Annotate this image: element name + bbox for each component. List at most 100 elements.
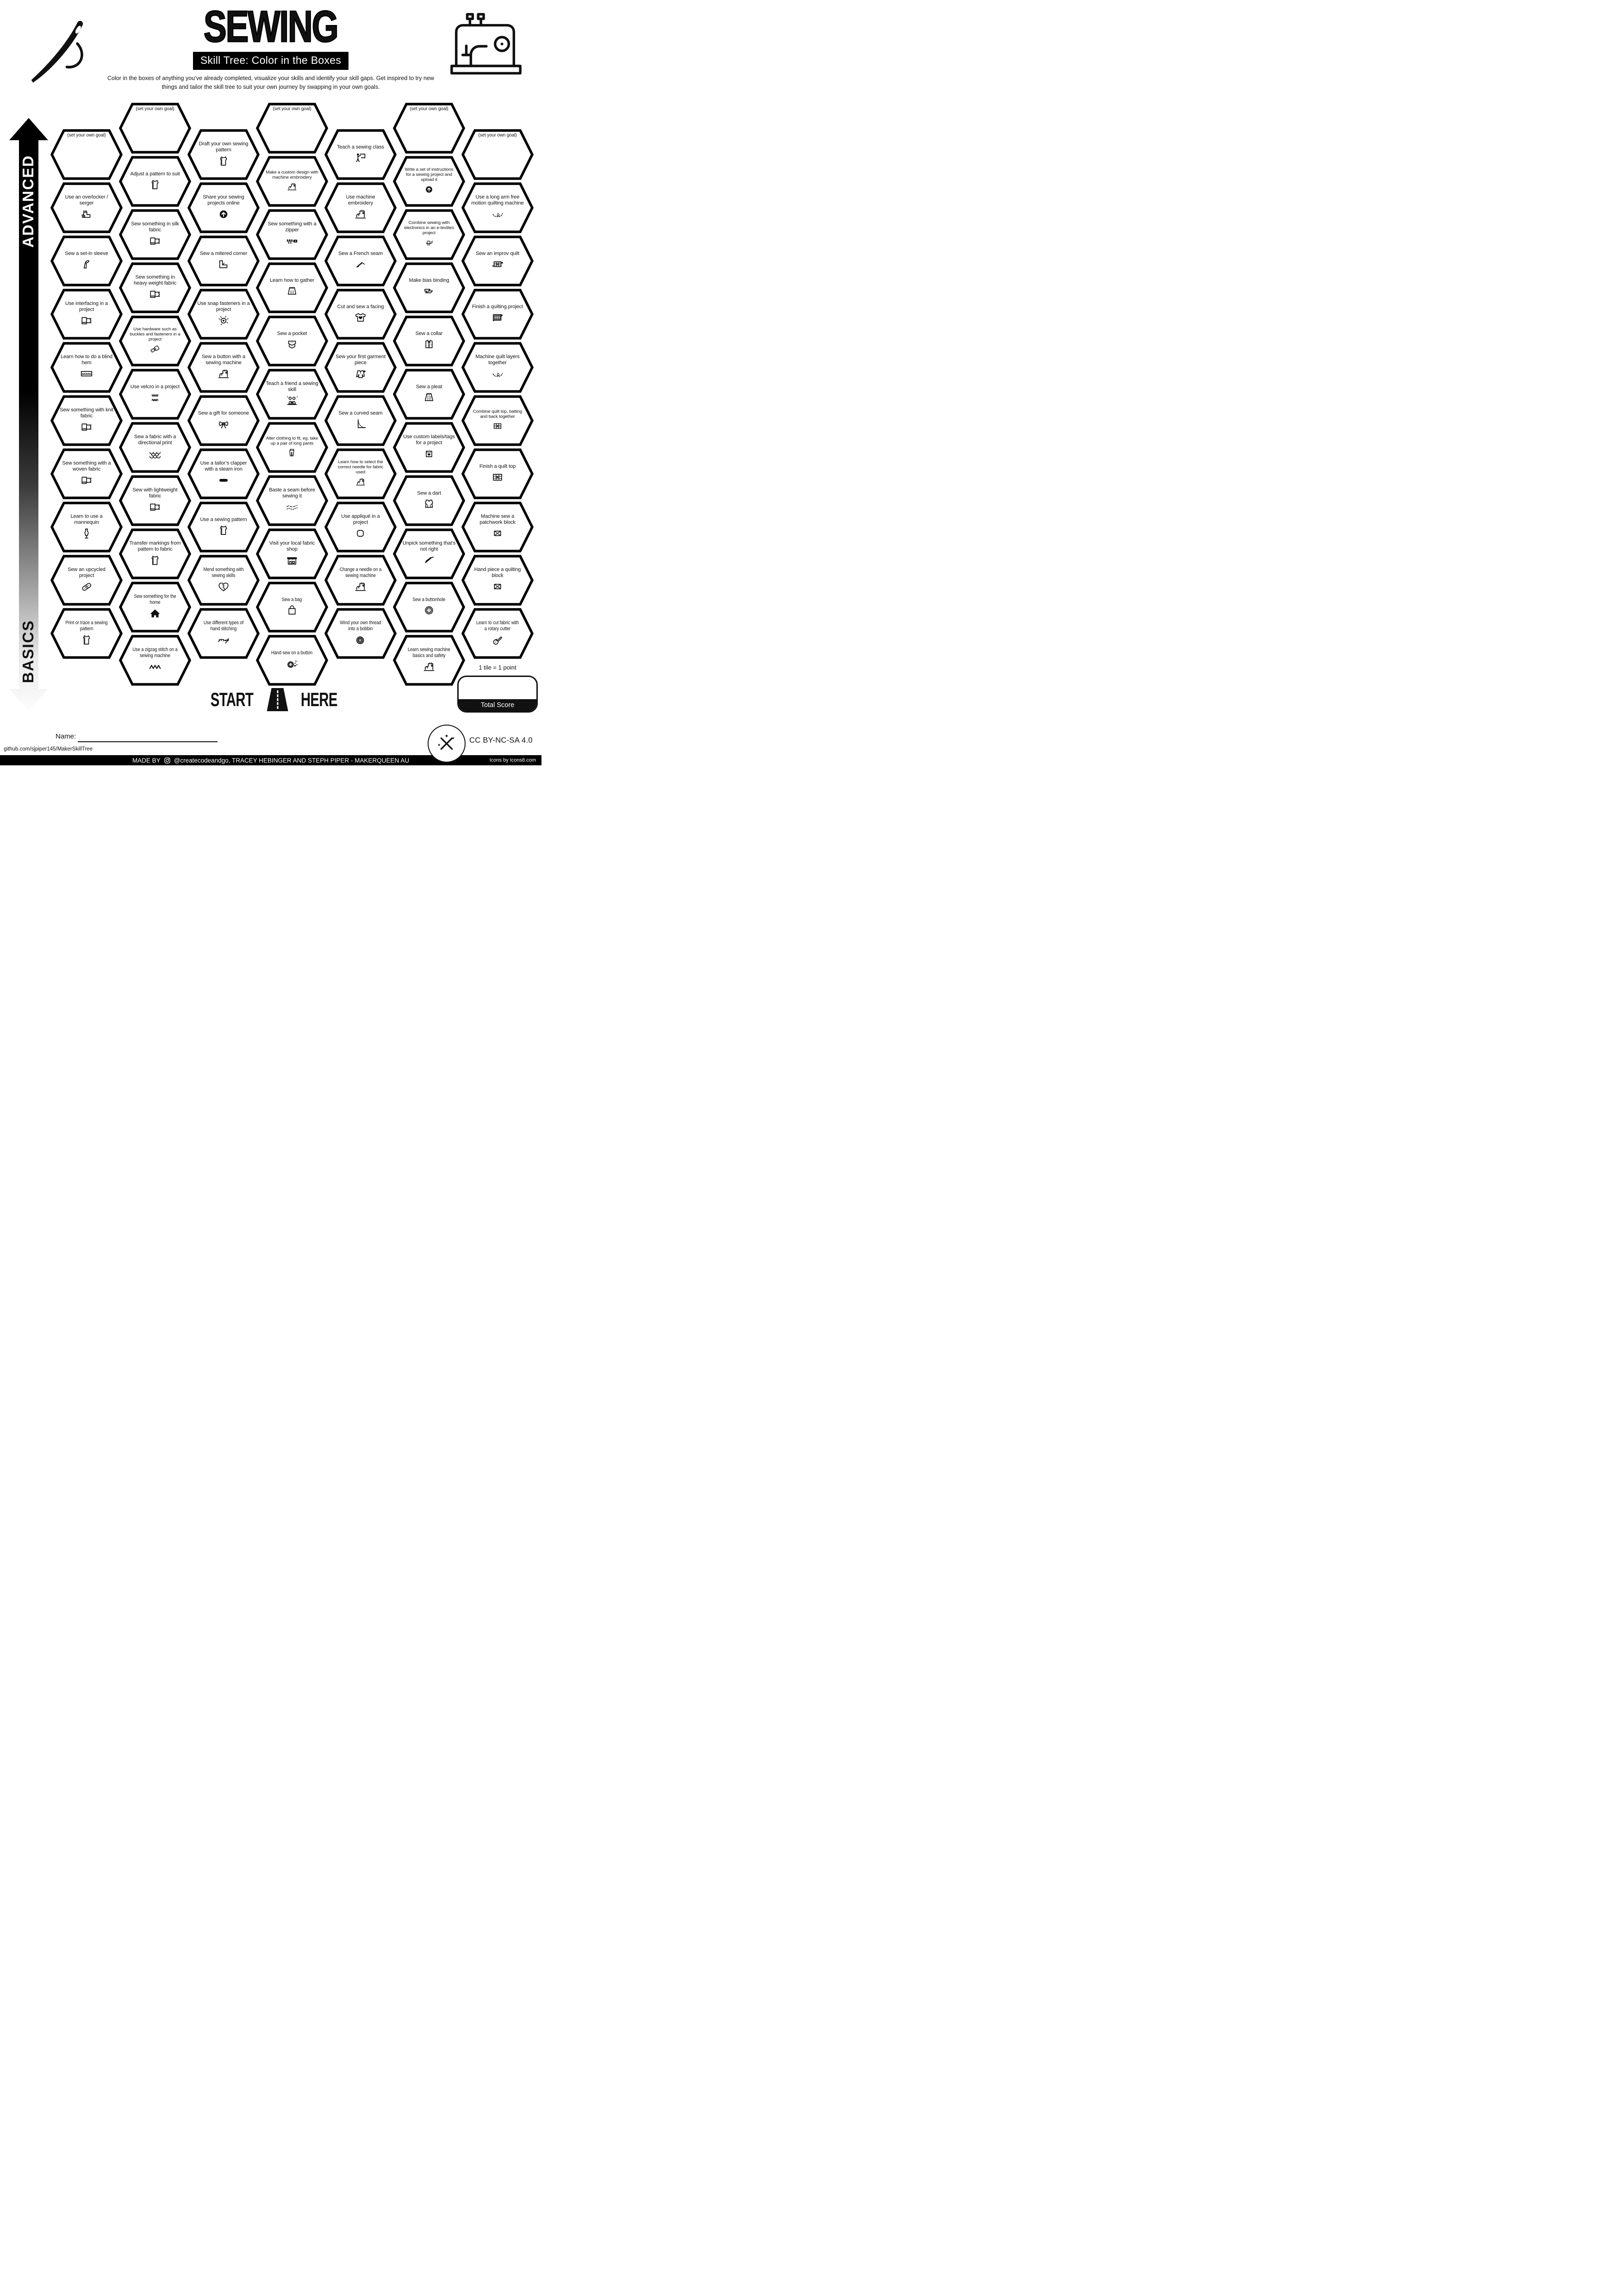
hex-outline: [119, 422, 191, 473]
hex-tile[interactable]: Sew an upcycled project: [50, 554, 123, 606]
hex-tile[interactable]: Learn how to do a blind hem: [50, 341, 123, 393]
hex-tile[interactable]: Cut and sew a facing: [324, 288, 397, 340]
hex-tile[interactable]: Sew something in silk fabric: [119, 209, 191, 261]
hex-tile[interactable]: Sew a mitered corner: [187, 235, 260, 287]
hex-tile[interactable]: Use a long arm free motion quilting mach…: [461, 182, 534, 234]
hex-tile[interactable]: Mend something with sewing skills: [187, 554, 260, 606]
hex-outline: [461, 448, 534, 499]
hex-tile[interactable]: Visit your local fabric shop: [256, 528, 328, 580]
hex-label: Sew an improv quilt: [475, 250, 520, 256]
name-input-line[interactable]: [78, 741, 218, 743]
hex-tile[interactable]: Machine sew a patchwork block: [461, 501, 534, 553]
hex-tile[interactable]: Unpick something that’s not right: [393, 528, 465, 580]
hex-tile[interactable]: Finish a quilting project: [461, 288, 534, 340]
hex-tile[interactable]: Use an overlocker / serger: [50, 182, 123, 234]
made-by-label: MADE BY: [132, 757, 161, 764]
hex-tile[interactable]: (set your own goal): [393, 102, 465, 154]
sewing-machine-icon: [352, 476, 369, 488]
hex-tile[interactable]: Hand piece a quilting block: [461, 554, 534, 606]
fabric-icon: [78, 314, 95, 328]
hex-tile[interactable]: Sew something with knit fabric: [50, 395, 123, 447]
french-seam-icon: [352, 257, 369, 271]
hex-tile[interactable]: Learn to use a mannequin: [50, 501, 123, 553]
hex-label: Sew a pocket: [277, 330, 307, 336]
hex-tile[interactable]: Draft your own sewing pattern: [187, 129, 260, 180]
hex-outline: [256, 528, 328, 579]
hex-tile[interactable]: Sew a curved seam: [324, 395, 397, 447]
hex-label: Sew a gift for someone: [198, 410, 249, 416]
hex-tile[interactable]: Sew something in heavy weight fabric: [119, 262, 191, 314]
hex-tile[interactable]: Sew with lightweight fabric: [119, 475, 191, 527]
hex-tile[interactable]: Adjust a pattern to suit: [119, 155, 191, 207]
hex-tile[interactable]: Sew a fabric with a directional print: [119, 422, 191, 473]
hex-tile[interactable]: Wind your own thread into a bobbin: [324, 608, 397, 659]
hex-tile[interactable]: Change a needle on a sewing machine: [324, 554, 397, 606]
fabric-icon: [147, 234, 163, 248]
fabric-icon: [147, 287, 163, 301]
hex-tile[interactable]: Sew your first garment piece: [324, 341, 397, 393]
hex-tile[interactable]: Sew an improv quilt: [461, 235, 534, 287]
hex-tile[interactable]: Use machine embroidery: [324, 182, 397, 234]
hex-tile[interactable]: Sew a dart: [393, 475, 465, 527]
hex-tile[interactable]: Combine sewing with electronics in an e-…: [393, 209, 465, 261]
hex-tile[interactable]: Sew a pleat: [393, 368, 465, 420]
hex-tile[interactable]: Teach a friend a sewing skill: [256, 368, 328, 420]
hex-tile[interactable]: Sew a set-in sleeve: [50, 235, 123, 287]
hex-tile[interactable]: Use velcro in a project: [119, 368, 191, 420]
hex-tile[interactable]: Baste a seam before sewing it: [256, 475, 328, 527]
hex-tile[interactable]: (set your own goal): [119, 102, 191, 154]
hex-tile[interactable]: Learn how to select the correct needle f…: [324, 448, 397, 500]
hex-tile[interactable]: Use snap fasteners in a project: [187, 288, 260, 340]
block-x-icon: [489, 580, 506, 594]
hex-outline: [256, 475, 328, 526]
hex-tile[interactable]: Sew a gift for someone: [187, 395, 260, 447]
hex-tile[interactable]: Machine quilt layers together: [461, 341, 534, 393]
hex-tile[interactable]: (set your own goal): [461, 129, 534, 180]
hex-tile[interactable]: Use a zigzag stitch on a sewing machine: [119, 634, 191, 686]
hex-tile[interactable]: Use a sewing pattern: [187, 501, 260, 553]
hex-tile[interactable]: Make a custom design with machine embroi…: [256, 155, 328, 207]
hex-tile[interactable]: Hand sew on a button: [256, 634, 328, 686]
hex-tile[interactable]: Alter clothing to fit, eg. take up a pai…: [256, 422, 328, 473]
hex-tile[interactable]: Use hardware such as buckles and fastene…: [119, 315, 191, 367]
hex-tile[interactable]: Learn to cut fabric with a rotary cutter: [461, 608, 534, 659]
hex-tile[interactable]: Sew a bag: [256, 581, 328, 633]
hex-tile[interactable]: (set your own goal): [256, 102, 328, 154]
hex-tile[interactable]: Combine quilt top, batting and back toge…: [461, 395, 534, 447]
hex-tile[interactable]: Teach a sewing class: [324, 129, 397, 180]
hex-tile[interactable]: Write a set of instructions for a sewing…: [393, 155, 465, 207]
hex-label: Use snap fasteners in a project: [197, 301, 250, 312]
hex-tile[interactable]: Sew a French seam: [324, 235, 397, 287]
hex-tile[interactable]: (set your own goal): [50, 129, 123, 180]
hex-tile[interactable]: Use different types of hand stitching: [187, 608, 260, 659]
hex-tile[interactable]: Learn sewing machine basics and safety: [393, 634, 465, 686]
total-score-box[interactable]: Total Score: [457, 676, 538, 713]
hex-tile[interactable]: Sew a collar: [393, 315, 465, 367]
hex-tile[interactable]: Finish a quilt top: [461, 448, 534, 500]
hex-outline: [50, 608, 123, 659]
hex-outline: [461, 129, 534, 180]
hex-tile[interactable]: Learn how to gather: [256, 262, 328, 314]
hex-outline: [324, 236, 397, 286]
hex-label: Hand piece a quilting block: [474, 567, 521, 578]
hex-tile[interactable]: Transfer markings from pattern to fabric: [119, 528, 191, 580]
hex-tile[interactable]: Print or trace a sewing pattern: [50, 608, 123, 659]
friends-icon: [284, 394, 300, 408]
hex-tile[interactable]: Sew something for the home: [119, 581, 191, 633]
page-subtitle: Skill Tree: Color in the Boxes: [193, 52, 349, 70]
hex-tile[interactable]: Sew a button with a sewing machine: [187, 341, 260, 393]
hex-tile[interactable]: Sew a buttonhole: [393, 581, 465, 633]
hex-tile[interactable]: Use custom labels/tags for a project: [393, 422, 465, 473]
hex-outline: [461, 502, 534, 552]
serger-icon: [78, 207, 95, 221]
hex-tile[interactable]: Sew a pocket: [256, 315, 328, 367]
hex-tile[interactable]: Sew something with a zipper: [256, 209, 328, 261]
hex-tile[interactable]: Use interfacing in a project: [50, 288, 123, 340]
hex-tile[interactable]: Share your sewing projects online: [187, 182, 260, 234]
hex-tile[interactable]: Use appliqué in a project: [324, 501, 397, 553]
hex-tile[interactable]: Sew something with a woven fabric: [50, 448, 123, 500]
zipper-icon: [284, 234, 300, 248]
hex-tile[interactable]: Use a tailor’s clapper with a steam iron: [187, 448, 260, 500]
hex-tile[interactable]: Make bias binding: [393, 262, 465, 314]
shop-icon: [284, 553, 300, 567]
